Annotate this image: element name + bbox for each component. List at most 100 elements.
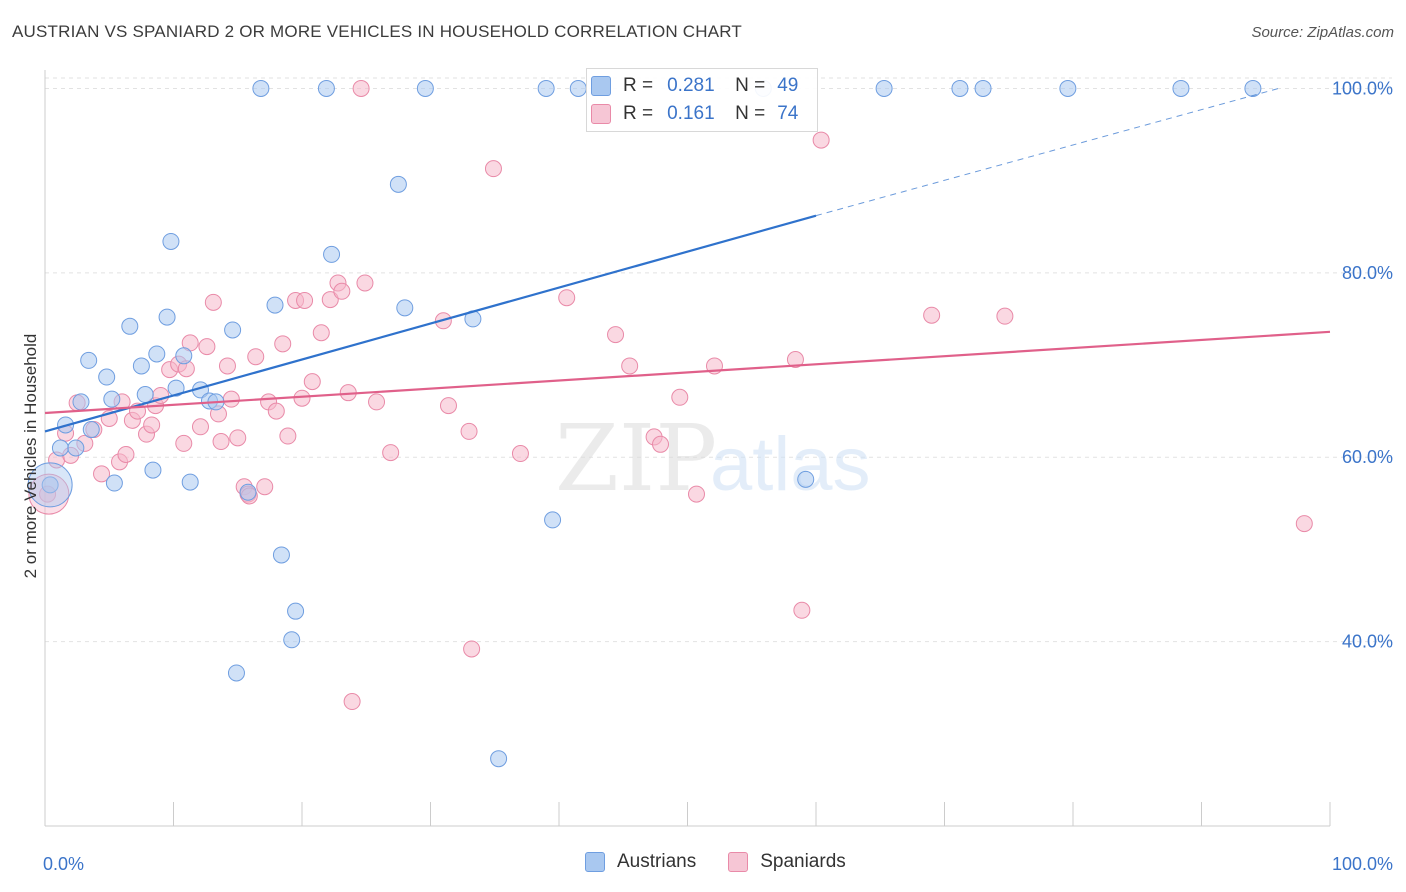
spaniards-point [511,445,529,463]
spaniards-point [368,393,386,411]
spaniards-point [175,434,193,452]
austrians-point-cluster [27,462,73,508]
y-axis-label: 2 or more Vehicles in Household [21,334,40,579]
austrians-point [227,664,245,682]
austrians-point [875,79,893,97]
austrians-point [974,79,992,97]
austrians-point [537,79,555,97]
chart-title: AUSTRIAN VS SPANIARD 2 OR MORE VEHICLES … [12,22,743,41]
spaniards-point [382,444,400,462]
spaniards-point [191,418,209,436]
spaniards-point [343,693,361,711]
spaniards-point [218,357,236,375]
austrians-point [323,245,341,263]
legend-row-austrians: R = 0.281 N = 49 [587,74,798,98]
spaniards-point [267,402,285,420]
spaniards-point [812,131,830,149]
austrians-point [103,390,121,408]
spaniards-point [484,160,502,178]
austrians-point [283,631,301,649]
spaniards-point [321,291,339,309]
austrians-point [181,473,199,491]
austrians-point [132,357,150,375]
spaniards-legend-swatch [728,852,749,872]
austrians-legend-label: Austrians [617,851,697,872]
watermark-atlas: atlas [710,422,871,507]
austrians-point [1172,79,1190,97]
source-credit: Source: ZipAtlas.com [1251,24,1394,41]
austrians-point [252,79,270,97]
austrians-point [121,317,139,335]
austrians-r-label: R = [623,75,654,96]
spaniards-point [143,416,161,434]
spaniards-point [212,433,230,451]
spaniards-r-label: R = [623,103,654,124]
legend-item-austrians[interactable]: Austrians [585,851,696,873]
austrians-point [136,386,154,404]
spaniards-point [463,640,481,658]
austrians-point [1244,79,1262,97]
austrians-point [1059,79,1077,97]
austrians-point [317,79,335,97]
spaniards-point [274,335,292,353]
austrians-point [416,79,434,97]
spaniards-point [117,445,135,463]
austrians-point [51,439,69,457]
spaniards-point [607,326,625,344]
spaniards-point [256,478,274,496]
austrians-point [158,308,176,326]
spaniards-trend-line [44,330,1331,415]
austrians-trend-line [44,214,817,433]
spaniards-point [996,307,1014,325]
x-tick-label: 0.0% [43,854,84,874]
austrians-point [105,474,123,492]
legend-item-spaniards[interactable]: Spaniards [728,851,846,873]
spaniards-point [279,427,297,445]
y-tick-label: 80.0% [1342,263,1393,283]
spaniards-point [229,429,247,447]
austrians-point [272,546,290,564]
spaniards-legend-label: Spaniards [760,851,846,872]
austrians-point [396,299,414,317]
spaniards-point [247,348,265,366]
spaniards-point [923,306,941,324]
spaniards-point [333,282,351,300]
austrians-point [167,379,185,397]
austrians-swatch [591,76,611,96]
austrians-point [80,351,98,369]
austrians-point [72,393,90,411]
austrians-point [389,175,407,193]
austrians-r-value: 0.281 [667,75,715,96]
axes [44,70,1331,827]
y-tick-label: 40.0% [1342,632,1393,652]
austrians-point [797,470,815,488]
spaniards-n-label: N = [735,103,766,124]
spaniards-point [786,350,804,368]
spaniards-point [439,397,457,415]
spaniards-point [222,390,240,408]
austrians-point [239,483,257,501]
y-tick-label: 60.0% [1342,447,1393,467]
x-tick-label: 100.0% [1332,854,1393,874]
austrians-point [224,321,242,339]
spaniards-swatch [591,104,611,124]
spaniards-point [687,485,705,503]
austrians-point [98,368,116,386]
series-legend: Austrians Spaniards [585,851,878,873]
spaniards-point [303,373,321,391]
spaniards-point [671,388,689,406]
spaniards-point [652,435,670,453]
spaniards-point [460,422,478,440]
austrians-n-value: 49 [777,75,799,96]
watermark: ZIP atlas [555,405,871,512]
spaniards-r-value: 0.161 [667,103,715,124]
legend-row-spaniards: R = 0.161 N = 74 [587,102,798,126]
y-tick-label: 100.0% [1332,78,1393,98]
austrians-point [266,296,284,314]
austrians-point [144,461,162,479]
austrians-points [27,79,1262,768]
spaniards-point [558,289,576,307]
spaniards-point [352,79,370,97]
stats-legend: R = 0.281 N = 49 R = 0.161 N = 74 [586,68,818,132]
